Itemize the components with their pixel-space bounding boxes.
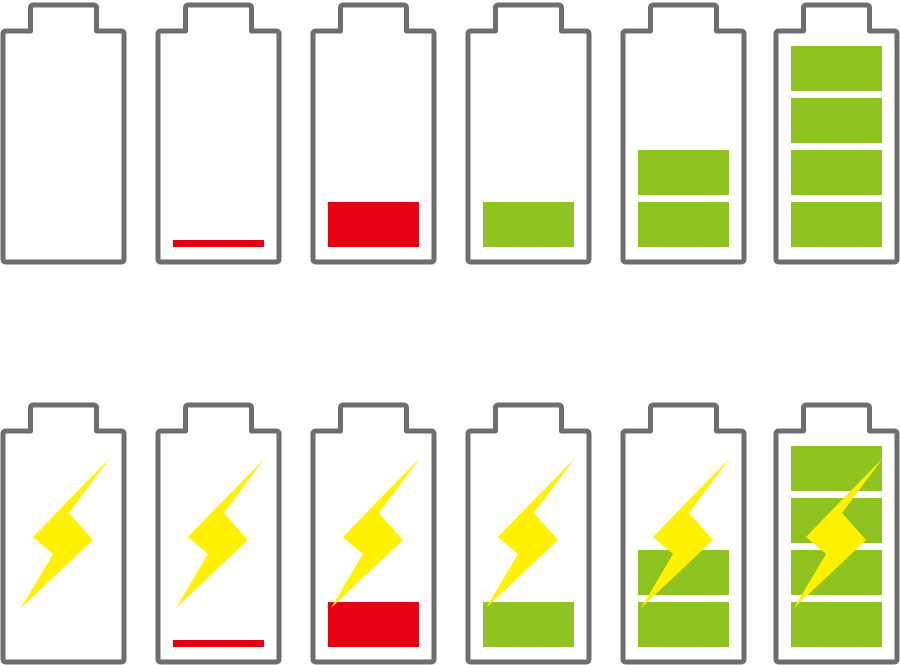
charge-level-sliver <box>173 240 264 247</box>
charging-battery-empty-icon <box>0 402 127 665</box>
charging-battery-critical-icon <box>155 402 282 665</box>
battery-outline <box>465 2 592 265</box>
charge-level-segment <box>328 602 419 647</box>
charging-battery-low-icon <box>310 402 437 665</box>
battery-outline <box>310 2 437 265</box>
charge-level-segment <box>791 150 882 195</box>
battery-two-bars-icon <box>620 2 747 265</box>
battery-critical-icon <box>155 2 282 265</box>
lightning-bolt-icon <box>486 458 575 608</box>
charge-level-segment <box>638 150 729 195</box>
charge-level-segment <box>328 202 419 247</box>
charging-battery-one-bar-icon <box>465 402 592 665</box>
charge-level-segment <box>638 602 729 647</box>
charge-level-segment <box>791 98 882 143</box>
lightning-bolt-icon <box>331 458 420 608</box>
charging-battery-full-icon <box>773 402 900 665</box>
charge-level-segment <box>483 602 574 647</box>
battery-empty-icon <box>0 2 127 265</box>
battery-row-charging <box>0 402 900 665</box>
battery-one-bar-icon <box>465 2 592 265</box>
lightning-bolt-icon <box>176 458 265 608</box>
battery-outline <box>155 2 282 265</box>
battery-outline <box>620 2 747 265</box>
lightning-bolt-icon <box>794 458 883 608</box>
charging-battery-two-bars-icon <box>620 402 747 665</box>
charge-level-segment <box>791 202 882 247</box>
battery-full-icon <box>773 2 900 265</box>
charge-level-segment <box>483 202 574 247</box>
battery-low-icon <box>310 2 437 265</box>
battery-row-discharging <box>0 2 900 265</box>
charge-level-segment <box>638 202 729 247</box>
charge-level-segment <box>791 446 882 491</box>
battery-outline <box>0 2 127 265</box>
charge-level-sliver <box>173 640 264 647</box>
lightning-bolt-icon <box>641 458 730 608</box>
lightning-bolt-icon <box>21 458 110 608</box>
charge-level-segment <box>791 602 882 647</box>
charge-level-segment <box>791 46 882 91</box>
